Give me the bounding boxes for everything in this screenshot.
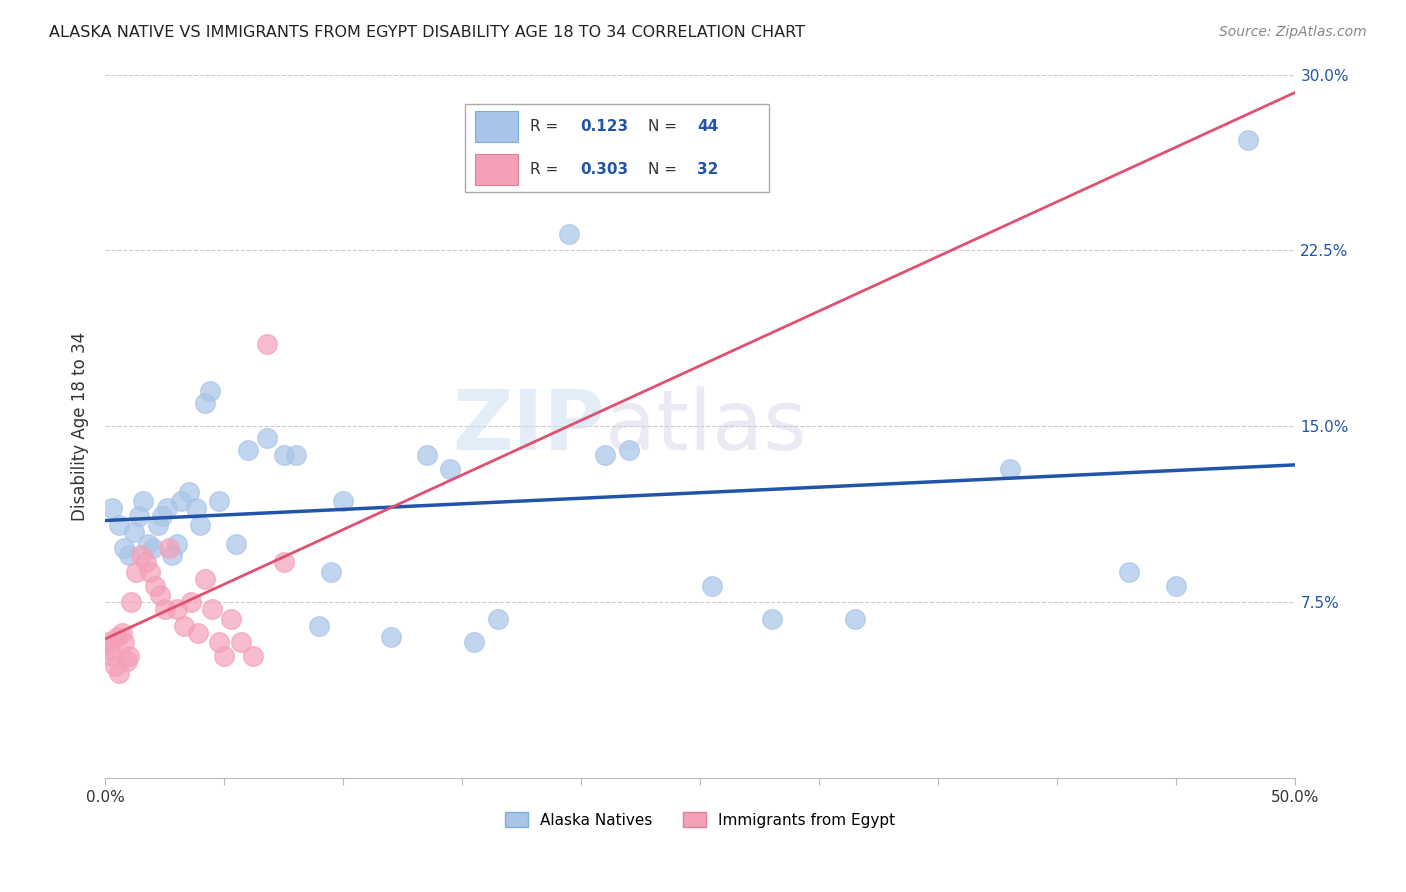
- Point: [118, 649, 141, 664]
- Point: [146, 517, 169, 532]
- Point: [256, 431, 278, 445]
- Point: [180, 595, 202, 609]
- Point: [108, 517, 131, 532]
- Point: [98, 642, 121, 657]
- Point: [201, 602, 224, 616]
- Point: [190, 517, 212, 532]
- Point: [1166, 579, 1188, 593]
- Point: [166, 602, 188, 616]
- Text: ZIP: ZIP: [453, 386, 605, 467]
- Point: [122, 524, 145, 539]
- Point: [208, 635, 231, 649]
- Point: [761, 612, 783, 626]
- Point: [273, 556, 295, 570]
- Point: [132, 494, 155, 508]
- Point: [153, 602, 176, 616]
- Point: [111, 625, 134, 640]
- Point: [702, 579, 724, 593]
- Point: [142, 541, 165, 556]
- Legend: Alaska Natives, Immigrants from Egypt: Alaska Natives, Immigrants from Egypt: [499, 805, 901, 834]
- Point: [617, 442, 640, 457]
- Point: [104, 658, 127, 673]
- Point: [242, 649, 264, 664]
- Point: [998, 461, 1021, 475]
- Point: [1118, 565, 1140, 579]
- Point: [156, 501, 179, 516]
- Point: [105, 631, 128, 645]
- Point: [187, 625, 209, 640]
- Point: [463, 635, 485, 649]
- Point: [101, 501, 124, 516]
- Point: [308, 619, 330, 633]
- Point: [112, 635, 135, 649]
- Point: [439, 461, 461, 475]
- Point: [229, 635, 252, 649]
- Text: Source: ZipAtlas.com: Source: ZipAtlas.com: [1219, 25, 1367, 39]
- Point: [415, 448, 437, 462]
- Point: [143, 579, 166, 593]
- Point: [135, 556, 157, 570]
- Point: [212, 649, 235, 664]
- Point: [150, 508, 173, 523]
- Point: [170, 494, 193, 508]
- Point: [194, 396, 217, 410]
- Point: [236, 442, 259, 457]
- Point: [558, 227, 581, 241]
- Point: [225, 536, 247, 550]
- Point: [136, 536, 159, 550]
- Point: [256, 337, 278, 351]
- Point: [177, 485, 200, 500]
- Text: atlas: atlas: [605, 386, 807, 467]
- Point: [194, 572, 217, 586]
- Point: [101, 649, 124, 664]
- Point: [108, 665, 131, 680]
- Point: [184, 501, 207, 516]
- Point: [125, 565, 148, 579]
- Point: [208, 494, 231, 508]
- Point: [166, 536, 188, 550]
- Point: [159, 541, 181, 556]
- Point: [332, 494, 354, 508]
- Point: [129, 549, 152, 563]
- Y-axis label: Disability Age 18 to 34: Disability Age 18 to 34: [72, 332, 89, 521]
- Point: [198, 384, 221, 399]
- Point: [160, 549, 183, 563]
- Point: [120, 595, 142, 609]
- Point: [173, 619, 195, 633]
- Point: [593, 448, 616, 462]
- Point: [844, 612, 866, 626]
- Text: ALASKA NATIVE VS IMMIGRANTS FROM EGYPT DISABILITY AGE 18 TO 34 CORRELATION CHART: ALASKA NATIVE VS IMMIGRANTS FROM EGYPT D…: [49, 25, 806, 40]
- Point: [97, 635, 120, 649]
- Point: [118, 549, 141, 563]
- Point: [149, 588, 172, 602]
- Point: [139, 565, 162, 579]
- Point: [273, 448, 295, 462]
- Point: [486, 612, 509, 626]
- Point: [1237, 133, 1260, 147]
- Point: [112, 541, 135, 556]
- Point: [284, 448, 307, 462]
- Point: [128, 508, 150, 523]
- Point: [321, 565, 343, 579]
- Point: [221, 612, 243, 626]
- Point: [115, 654, 138, 668]
- Point: [380, 631, 402, 645]
